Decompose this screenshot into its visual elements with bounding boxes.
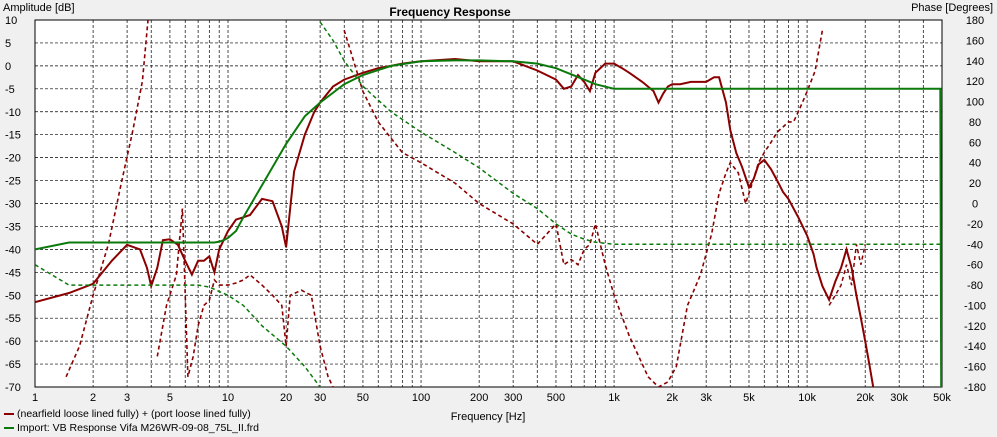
- x-tick-label: 1: [32, 392, 38, 404]
- y-left-tick-label: -70: [5, 382, 21, 394]
- x-tick-label: 300: [504, 392, 522, 404]
- legend-swatch-1: [4, 413, 14, 416]
- y-right-tick-label: 160: [966, 35, 984, 47]
- y-left-tick-label: -35: [5, 221, 21, 233]
- x-tick-label: 50: [357, 392, 369, 404]
- y-right-tick-label: -120: [964, 321, 986, 333]
- x-tick-label: 30: [314, 392, 326, 404]
- y-right-tick-label: -140: [964, 341, 986, 353]
- x-tick-label: 5k: [743, 392, 755, 404]
- y-right-tick-label: -160: [964, 362, 986, 374]
- series-line: [35, 59, 942, 387]
- series-line: [35, 264, 321, 387]
- y-right-tick-label: -60: [967, 260, 983, 272]
- ticks-layer: 1 2 3 5 10 20 30 50 100 200 300 500 1k 2k 3k 5k 10k 20k 30…: [5, 15, 986, 404]
- series-line: [156, 208, 334, 387]
- x-tick-label: 30k: [890, 392, 908, 404]
- series-line: [319, 21, 942, 246]
- x-tick-label: 200: [470, 392, 488, 404]
- series-line: [343, 29, 824, 387]
- y-left-tick-label: -65: [5, 359, 21, 371]
- legend-label-2: Import: VB Response Vifa M26WR-09-08_75L…: [17, 422, 260, 434]
- x-tick-label: 50k: [933, 392, 951, 404]
- y-left-tick-label: -30: [5, 199, 21, 211]
- y-right-tick-label: 140: [966, 56, 984, 68]
- x-tick-label: 2k: [666, 392, 678, 404]
- y-right-tick-label: -100: [964, 300, 986, 312]
- legend-entry-2: Import: VB Response Vifa M26WR-09-08_75L…: [4, 422, 259, 434]
- y-left-tick-label: -5: [5, 84, 15, 96]
- y-right-tick-label: 100: [966, 97, 984, 109]
- y-right-axis-title: Phase [Degrees]: [911, 2, 993, 14]
- x-tick-label: 1k: [608, 392, 620, 404]
- y-right-tick-label: -80: [967, 280, 983, 292]
- x-tick-label: 500: [547, 392, 565, 404]
- legend-entry-1: (nearfield loose lined fully) + (port lo…: [4, 408, 251, 420]
- y-right-tick-label: 0: [972, 199, 978, 211]
- y-left-tick-label: -55: [5, 313, 21, 325]
- y-left-tick-label: -45: [5, 267, 21, 279]
- x-axis-title: Frequency [Hz]: [451, 411, 526, 423]
- y-right-tick-label: 40: [969, 158, 981, 170]
- y-left-tick-label: -25: [5, 176, 21, 188]
- legend-swatch-2: [4, 427, 14, 430]
- x-tick-label: 100: [412, 392, 430, 404]
- y-left-tick-label: -40: [5, 244, 21, 256]
- y-right-tick-label: 120: [966, 76, 984, 88]
- y-right-tick-label: -180: [964, 382, 986, 394]
- y-left-tick-label: -50: [5, 290, 21, 302]
- y-left-tick-label: 10: [5, 15, 17, 27]
- x-tick-label: 3k: [700, 392, 712, 404]
- y-right-tick-label: 80: [969, 117, 981, 129]
- y-right-tick-label: -20: [967, 219, 983, 231]
- y-left-tick-label: -15: [5, 130, 21, 142]
- y-left-axis-title: Amplitude [dB]: [3, 2, 75, 14]
- series-group: [65, 20, 866, 387]
- x-tick-label: 5: [167, 392, 173, 404]
- series-line: [65, 20, 149, 378]
- y-right-tick-label: -40: [967, 239, 983, 251]
- y-left-tick-label: -20: [5, 153, 21, 165]
- y-left-tick-label: 0: [5, 61, 11, 73]
- series-group: [319, 21, 942, 246]
- y-right-tick-label: 60: [969, 137, 981, 149]
- y-left-tick-label: -10: [5, 107, 21, 119]
- y-left-tick-label: -60: [5, 336, 21, 348]
- series-layer: [35, 20, 942, 387]
- y-left-tick-label: 5: [5, 38, 11, 50]
- x-tick-label: 20: [280, 392, 292, 404]
- y-right-tick-label: 20: [969, 178, 981, 190]
- grid-lines: [34, 19, 943, 388]
- chart-title: Frequency Response: [389, 5, 511, 19]
- x-tick-label: 10k: [798, 392, 816, 404]
- x-tick-label: 10: [222, 392, 234, 404]
- legend-label-1: (nearfield loose lined fully) + (port lo…: [17, 408, 251, 420]
- x-tick-label: 2: [90, 392, 96, 404]
- x-tick-label: 3: [124, 392, 130, 404]
- x-tick-label: 20k: [856, 392, 874, 404]
- series-group: [35, 264, 321, 387]
- y-right-tick-label: 180: [966, 15, 984, 27]
- series-group: [35, 59, 942, 387]
